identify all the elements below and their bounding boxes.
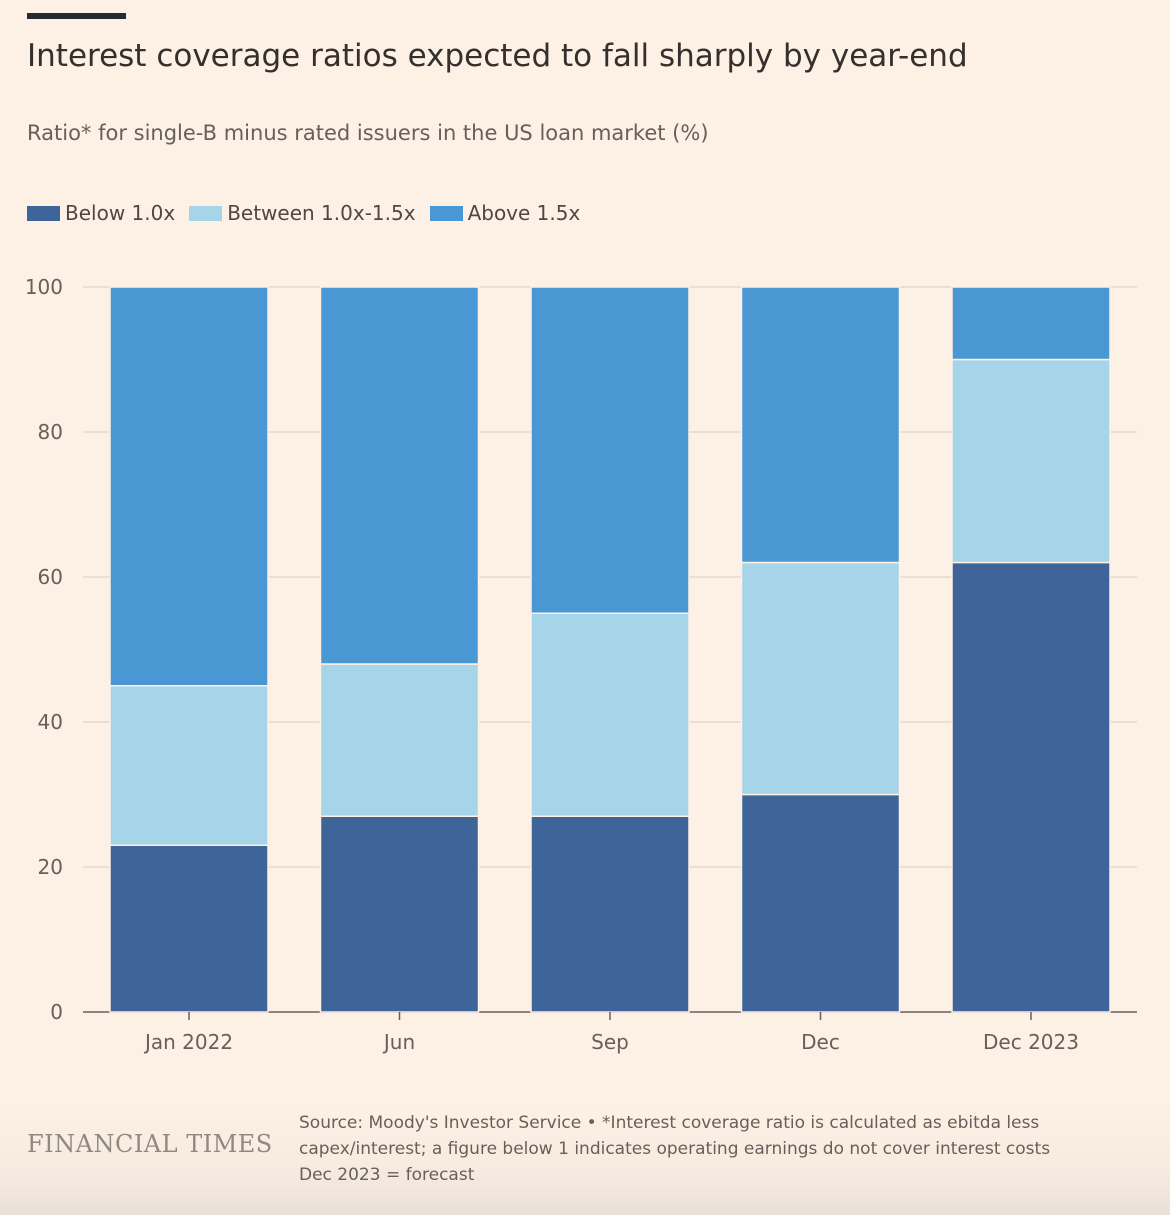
source-note: Source: Moody's Investor Service • *Inte… [299,1110,1119,1188]
y-tick-label-20: 20 [38,855,63,879]
footer-band [0,1100,1170,1215]
source-line-3: Dec 2023 = forecast [299,1165,475,1185]
bar-1-below-1-0x [319,815,480,1013]
bar-4-above-1-5x [951,286,1111,361]
source-line-2: capex/interest; a figure below 1 indicat… [299,1139,1051,1159]
legend-label-above: Above 1.5x [467,201,581,225]
bar-4-below-1-0x [951,561,1111,1013]
bar-1-between-1-0x-1-5x [319,663,480,817]
financial-times-logo: FINANCIAL TIMES [27,1130,273,1158]
x-tick-label-0: Jan 2022 [143,1030,233,1054]
legend-swatch-between [189,205,223,221]
x-tick-label-2: Sep [591,1030,629,1054]
legend-swatch-below [27,205,60,221]
x-tick-label-3: Dec [801,1030,840,1054]
y-tick-label-100: 100 [25,275,63,299]
y-tick-label-0: 0 [50,1000,63,1024]
source-line-1: Source: Moody's Investor Service • *Inte… [299,1113,1040,1133]
bar-2-below-1-0x [530,815,690,1013]
bar-0-between-1-0x-1-5x [109,685,269,846]
chart-subtitle: Ratio* for single-B minus rated issuers … [27,121,709,145]
bar-1-above-1-5x [319,286,480,665]
x-tick-label-1: Jun [382,1030,415,1054]
legend-label-between: Between 1.0x-1.5x [227,201,416,225]
legend-item-below: Below 1.0x [27,201,175,225]
bar-0-above-1-5x [109,286,269,687]
legend-label-below: Below 1.0x [65,201,176,225]
bar-3-below-1-0x [740,793,901,1013]
bar-3-above-1-5x [740,286,901,564]
bar-0-below-1-0x [109,844,269,1013]
stacked-bar-chart: 0 20 40 60 80 100 Jan 2022 Jun Sep Dec Dec 2023 [25,275,1137,1054]
bar-3-between-1-0x-1-5x [740,561,901,796]
bar-2-between-1-0x-1-5x [530,612,690,817]
y-tick-label-80: 80 [38,420,63,444]
legend-swatch-above [429,205,463,221]
y-tick-label-60: 60 [38,565,63,589]
legend-item-between: Between 1.0x-1.5x [189,201,416,225]
legend: Below 1.0x Between 1.0x-1.5x Above 1.5x [27,201,594,225]
bar-4-between-1-0x-1-5x [951,358,1111,564]
chart-title: Interest coverage ratios expected to fal… [27,38,968,74]
x-tick-label-4: Dec 2023 [983,1030,1079,1054]
top-rule [27,13,126,19]
bar-2-above-1-5x [530,286,690,614]
legend-item-above: Above 1.5x [429,201,581,225]
y-tick-label-40: 40 [38,710,63,734]
